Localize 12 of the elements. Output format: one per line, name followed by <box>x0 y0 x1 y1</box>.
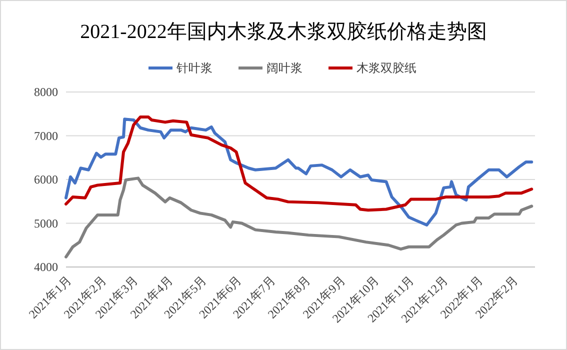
legend-label: 阔叶浆 <box>266 61 302 76</box>
line-series <box>64 176 534 258</box>
y-tick-label: 4000 <box>34 260 58 274</box>
y-tick-label: 5000 <box>34 216 58 230</box>
legend-label: 木浆双胶纸 <box>356 61 416 76</box>
y-tick-label: 6000 <box>34 172 58 187</box>
y-tick-label: 7000 <box>34 128 58 143</box>
chart-title: 2021-2022年国内木浆及木浆双胶纸价格走势图 <box>80 21 487 43</box>
line-series <box>64 115 534 212</box>
line-series <box>64 118 534 226</box>
legend-label: 针叶浆 <box>176 61 212 76</box>
y-tick-label: 8000 <box>34 85 58 100</box>
